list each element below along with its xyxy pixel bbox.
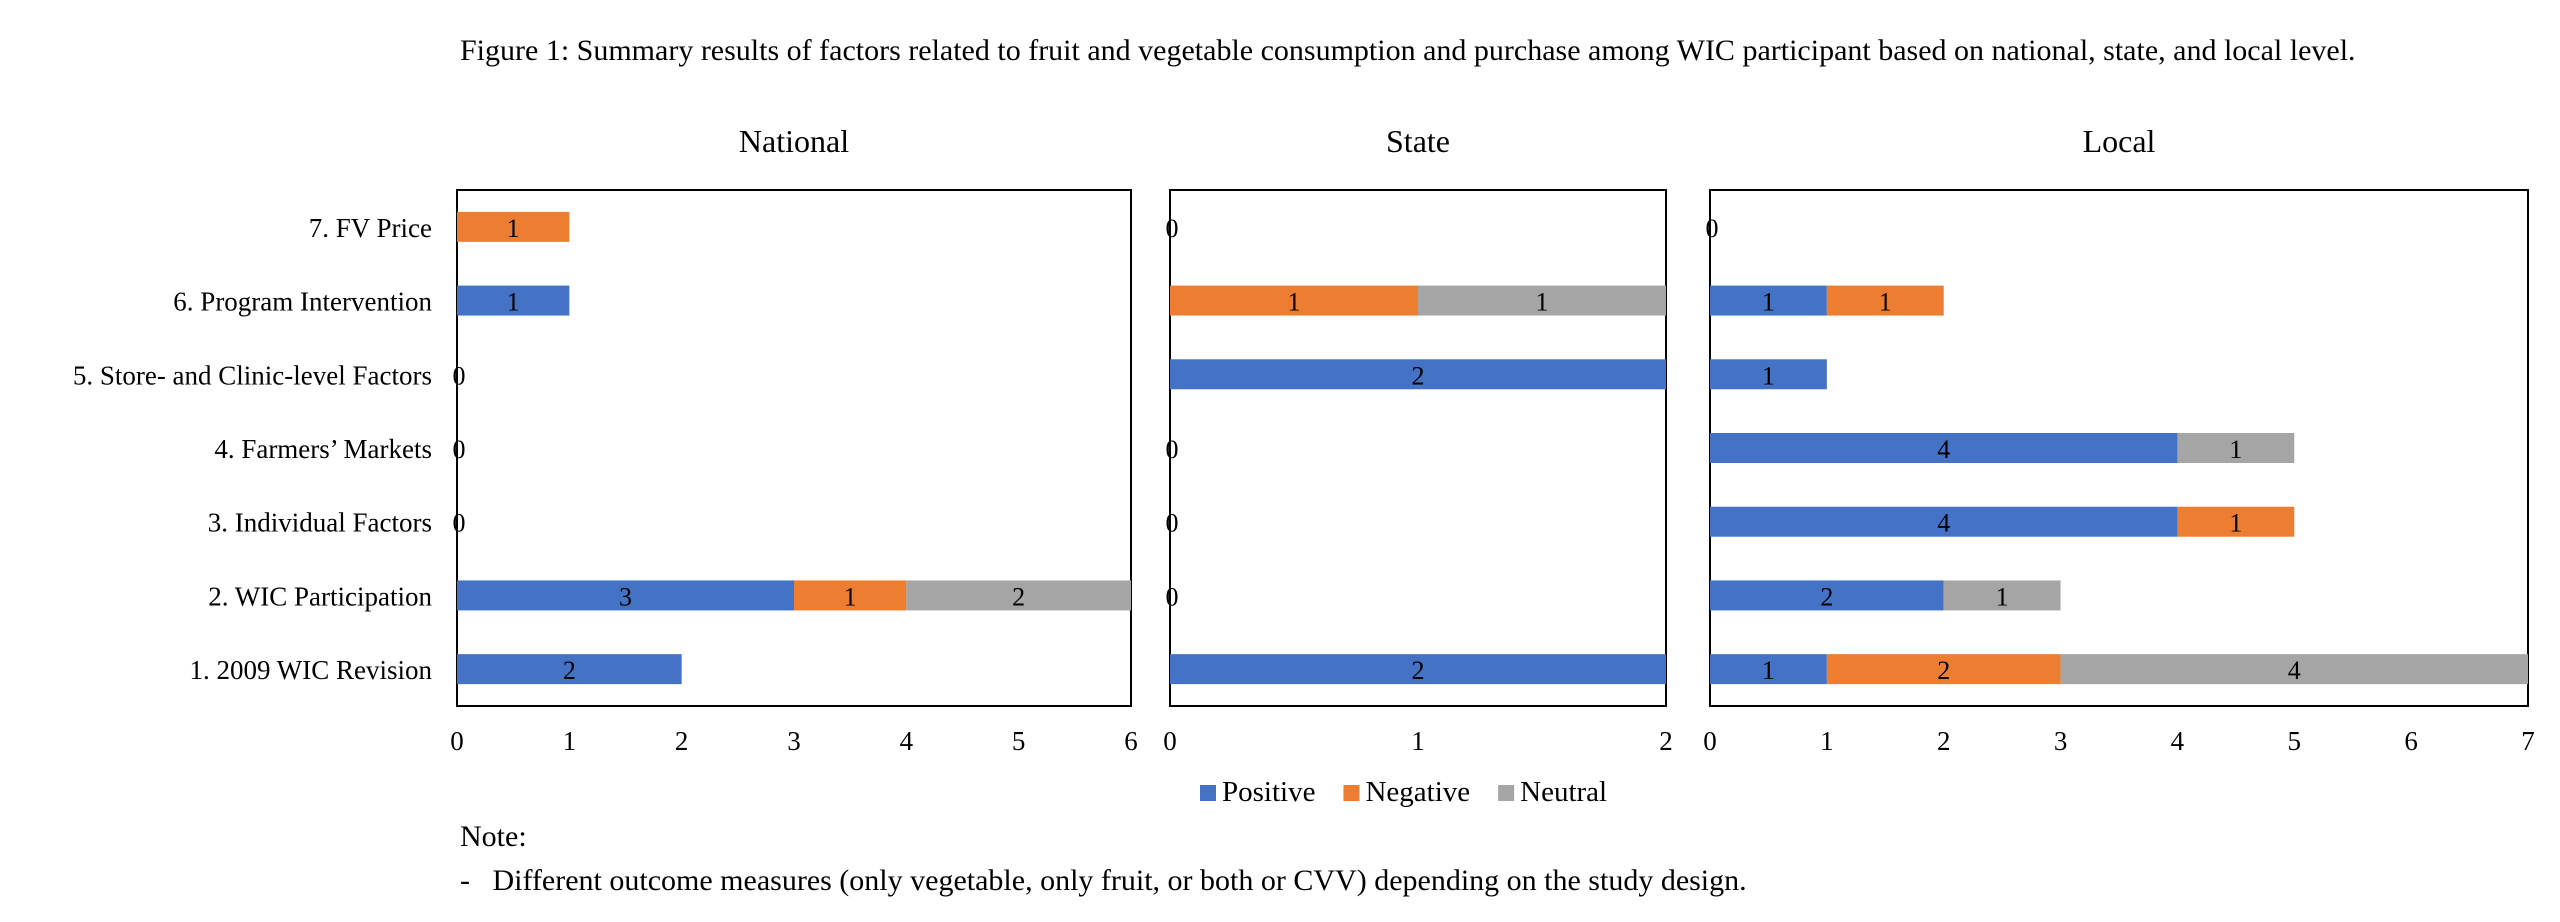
x-tick-label: 7 <box>2521 726 2535 756</box>
category-label: 7. FV Price <box>309 213 432 243</box>
x-tick-label: 3 <box>787 726 801 756</box>
data-label: 1 <box>507 214 520 243</box>
x-tick-label: 6 <box>2404 726 2418 756</box>
x-tick-label: 4 <box>900 726 914 756</box>
data-label: 4 <box>1937 509 1950 538</box>
bar-segment-negative <box>457 211 570 242</box>
bar-segment-neutral <box>1943 580 2061 611</box>
category-label: 6. Program Intervention <box>173 287 432 317</box>
figure-title: Figure 1: Summary results of factors rel… <box>460 34 2356 67</box>
bar-segment-positive <box>1710 580 1944 611</box>
zero-label: 0 <box>1166 214 1179 243</box>
bar-segment-positive <box>1710 506 2178 537</box>
bar-segment-positive <box>1710 433 2178 463</box>
bar-segment-neutral <box>2177 433 2295 463</box>
plot-frame <box>456 189 1132 707</box>
zero-label: 0 <box>1166 509 1179 538</box>
bar-segment-negative <box>1170 285 1418 316</box>
x-tick-label: 0 <box>1703 726 1717 756</box>
data-label: 1 <box>1762 361 1775 390</box>
x-tick-label: 0 <box>1163 726 1177 756</box>
note-block: Note: - Different outcome measures (only… <box>460 815 1747 903</box>
zero-label: 0 <box>453 361 466 390</box>
x-tick-label: 1 <box>563 726 577 756</box>
bar-segment-neutral <box>1418 285 1666 316</box>
legend-swatch-neutral <box>1498 785 1515 801</box>
bar-segment-positive <box>1710 654 1827 685</box>
data-label: 2 <box>1012 582 1025 611</box>
panel-title: State <box>1386 123 1450 159</box>
category-label: 5. Store- and Clinic-level Factors <box>73 360 432 390</box>
data-label: 1 <box>1879 288 1892 317</box>
bar-segment-positive <box>1170 359 1666 390</box>
category-label: 4. Farmers’ Markets <box>214 434 432 464</box>
data-label: 3 <box>619 582 632 611</box>
bar-segment-positive <box>1710 285 1827 316</box>
legend-swatch-negative <box>1343 785 1360 801</box>
note-item: - Different outcome measures (only veget… <box>460 864 1747 897</box>
bar-segment-neutral <box>2060 654 2528 685</box>
bar-segment-negative <box>794 580 907 611</box>
legend-swatch-positive <box>1200 785 1216 801</box>
x-tick-label: 1 <box>1411 726 1425 756</box>
x-tick-label: 2 <box>675 726 689 756</box>
x-tick-label: 2 <box>1937 726 1951 756</box>
data-label: 1 <box>507 288 520 317</box>
data-label: 2 <box>1937 656 1950 685</box>
data-label: 2 <box>1412 656 1425 685</box>
category-label: 1. 2009 WIC Revision <box>190 655 433 685</box>
bar-segment-neutral <box>906 580 1131 611</box>
data-label: 1 <box>844 582 857 611</box>
x-tick-label: 2 <box>1659 726 1673 756</box>
bar-segment-positive <box>457 580 794 611</box>
zero-label: 0 <box>453 435 466 464</box>
bar-segment-positive <box>1710 359 1827 390</box>
bar-segment-negative <box>1826 285 1944 316</box>
data-label: 1 <box>1762 656 1775 685</box>
data-label: 1 <box>2229 435 2242 464</box>
legend-label: Positive <box>1222 776 1315 808</box>
plot-frame <box>1169 189 1667 707</box>
panel-title: National <box>739 123 849 159</box>
x-tick-label: 3 <box>2054 726 2068 756</box>
bar-segment-positive <box>457 285 570 316</box>
x-tick-label: 4 <box>2171 726 2185 756</box>
data-label: 4 <box>2288 656 2301 685</box>
data-label: 1 <box>2229 509 2242 538</box>
zero-label: 0 <box>453 509 466 538</box>
x-tick-label: 6 <box>1124 726 1138 756</box>
bar-segment-negative <box>2177 506 2295 537</box>
data-label: 1 <box>1536 288 1549 317</box>
data-label: 2 <box>1412 361 1425 390</box>
data-label: 4 <box>1937 435 1950 464</box>
zero-label: 0 <box>1166 582 1179 611</box>
legend-label: Negative <box>1365 776 1470 808</box>
x-tick-label: 1 <box>1820 726 1834 756</box>
panel-title: Local <box>2083 123 2156 159</box>
category-label: 2. WIC Participation <box>208 581 432 611</box>
legend-label: Neutral <box>1520 776 1607 808</box>
note-heading: Note: <box>460 820 527 853</box>
data-label: 1 <box>1288 288 1301 317</box>
data-label: 2 <box>563 656 576 685</box>
zero-label: 0 <box>1166 435 1179 464</box>
bar-segment-positive <box>457 654 682 685</box>
bar-segment-negative <box>1826 654 2061 685</box>
data-label: 1 <box>1996 582 2009 611</box>
bar-segment-positive <box>1170 654 1666 685</box>
x-tick-label: 5 <box>2288 726 2302 756</box>
category-label: 3. Individual Factors <box>208 508 432 538</box>
zero-label: 0 <box>1706 214 1719 243</box>
data-label: 2 <box>1820 582 1833 611</box>
x-tick-label: 0 <box>450 726 464 756</box>
data-label: 1 <box>1762 288 1775 317</box>
x-tick-label: 5 <box>1012 726 1026 756</box>
